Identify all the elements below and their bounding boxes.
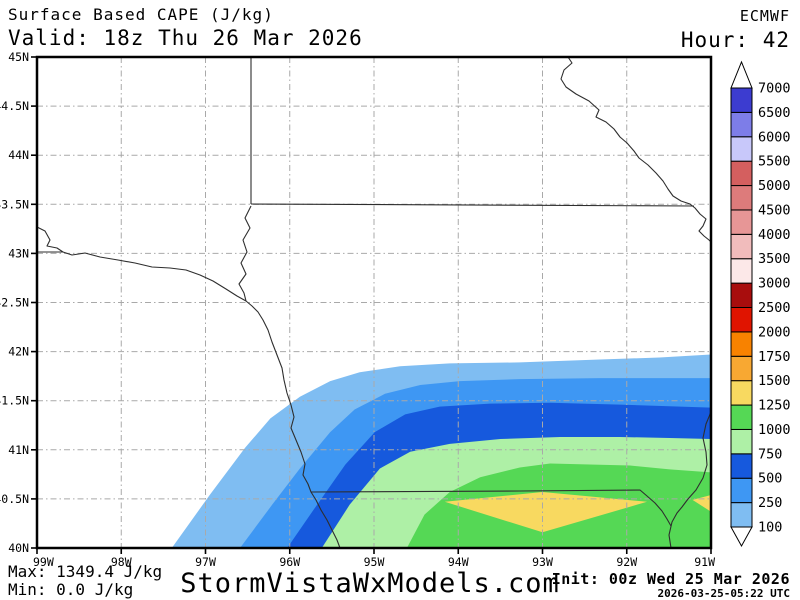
- lon-tick-label: 96W: [279, 555, 300, 569]
- init-time-label: Init: 00z Wed 25 Mar 2026: [551, 570, 790, 588]
- lon-tick-label: 98W: [111, 555, 132, 569]
- colorbar-box-5500: [730, 136, 753, 162]
- lat-tick-label: 43.5N: [0, 197, 29, 211]
- colorbar-box-1000: [730, 404, 753, 430]
- cape-band-1250-patch-1: [444, 492, 647, 533]
- colorbar-label: 6500: [758, 105, 791, 121]
- valid-time-label: Valid: 18z Thu 26 Mar 2026: [8, 26, 363, 50]
- colorbar-label: 3000: [758, 276, 791, 292]
- river-mississippi-upper: [560, 57, 711, 243]
- colorbar: 100 250 500 750 1000 1250 1500 1750 2000 2500 3000…: [730, 60, 791, 548]
- colorbar-label: 1500: [758, 373, 791, 389]
- colorbar-label: 5000: [758, 178, 791, 194]
- colorbar-label: 750: [758, 446, 782, 462]
- lat-tick-label: 42.5N: [0, 296, 29, 310]
- colorbar-box-5000: [730, 160, 753, 187]
- colorbar-box-2000: [730, 307, 753, 333]
- colorbar-label: 6000: [758, 129, 791, 145]
- colorbar-label: 4000: [758, 227, 791, 243]
- init-utc-label: 2026-03-25-05:22 UTC: [657, 587, 790, 600]
- colorbar-label: 250: [758, 495, 782, 511]
- colorbar-box-1250: [730, 380, 753, 406]
- colorbar-under-arrow: [730, 526, 753, 548]
- lat-tick-label: 41.5N: [0, 394, 29, 408]
- river-mississippi-lower: [668, 411, 711, 548]
- lon-tick-label: 91W: [694, 555, 715, 569]
- colorbar-label: 1250: [758, 398, 791, 414]
- watermark-site: StormVistaWxModels.com: [180, 568, 560, 599]
- colorbar-box-6500: [730, 87, 753, 113]
- lat-tick-label: 44N: [8, 148, 29, 162]
- lon-tick-label: 94W: [448, 555, 469, 569]
- colorbar-label: 3500: [758, 251, 791, 267]
- lat-tick-label: 43N: [8, 246, 29, 260]
- colorbar-over-arrow: [730, 60, 753, 89]
- graticule: [37, 57, 711, 548]
- colorbar-label: 2500: [758, 300, 791, 316]
- colorbar-label: 4500: [758, 202, 791, 218]
- lon-tick-label: 93W: [532, 555, 553, 569]
- border-mo-ia: [310, 489, 672, 527]
- colorbar-box-4500: [730, 185, 753, 211]
- colorbar-label: 100: [758, 520, 782, 536]
- colorbar-label: 500: [758, 471, 782, 487]
- model-name: ECMWF: [739, 7, 790, 25]
- axis-labels: 45N 44.5N 44N 43.5N 43N 42.5N 42N 41.5N 41N 40.5N…: [0, 50, 715, 569]
- colorbar-box-100: [730, 502, 753, 528]
- colorbar-box-3500: [730, 233, 753, 260]
- river-missouri: [37, 226, 341, 548]
- colorbar-label: 2000: [758, 324, 791, 340]
- lon-tick-label: 95W: [364, 555, 385, 569]
- lon-tick-label: 92W: [616, 555, 637, 569]
- chart-title: Surface Based CAPE (J/kg): [8, 5, 274, 24]
- colorbar-box-250: [730, 477, 753, 504]
- forecast-hour-label: Hour: 42: [680, 28, 790, 52]
- colorbar-label: 1750: [758, 349, 791, 365]
- colorbar-box-6000: [730, 111, 753, 138]
- lon-tick-label: 97W: [195, 555, 216, 569]
- cape-band-1250-patch-2: [692, 495, 711, 512]
- border-ia-mn: [250, 203, 695, 207]
- lat-tick-label: 41N: [8, 443, 29, 457]
- lat-tick-label: 44.5N: [0, 99, 29, 113]
- max-value-label: Max: 1349.4 J/kg: [8, 562, 163, 581]
- colorbar-label: 7000: [758, 81, 791, 97]
- colorbar-box-500: [730, 453, 753, 479]
- colorbar-box-4000: [730, 209, 753, 235]
- lat-tick-label: 45N: [8, 50, 29, 64]
- min-value-label: Min: 0.0 J/kg: [8, 580, 134, 599]
- lat-tick-label: 40.5N: [0, 492, 29, 506]
- lon-tick-label: 99W: [33, 555, 54, 569]
- lat-tick-label: 42N: [8, 345, 29, 359]
- lat-tick-label: 40N: [8, 541, 29, 555]
- colorbar-label: 5500: [758, 154, 791, 170]
- colorbar-box-2500: [730, 282, 753, 309]
- river-big-sioux: [238, 205, 252, 302]
- colorbar-box-1500: [730, 355, 753, 382]
- state-borders: [37, 57, 711, 548]
- colorbar-box-750: [730, 428, 753, 455]
- colorbar-box-1750: [730, 331, 753, 357]
- cape-filled-bands: [171, 354, 711, 548]
- colorbar-label: 1000: [758, 422, 791, 438]
- colorbar-box-3000: [730, 258, 753, 284]
